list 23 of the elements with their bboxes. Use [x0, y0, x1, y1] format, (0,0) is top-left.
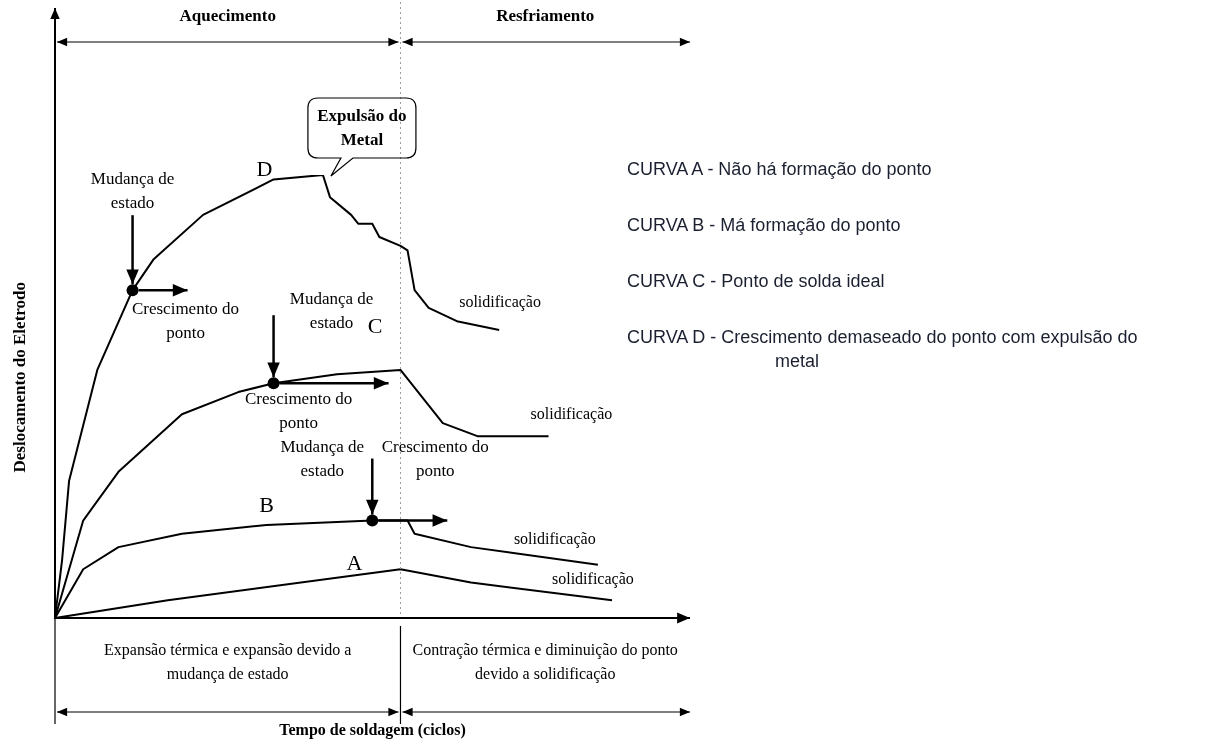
annotation: solidificação: [552, 569, 634, 590]
text: CURVA A - Não há formação do ponto: [627, 158, 933, 182]
text: CURVA D - Crescimento demaseado do ponto com expulsão do metal: [627, 326, 1139, 374]
text: Expansão térmica e expansão devido a mudança de estado: [103, 639, 353, 685]
text: Tempo de soldagem (ciclos): [279, 719, 466, 741]
series-label: D: [256, 156, 273, 182]
annotation: solidificação: [513, 528, 596, 550]
annotation: Crescimento do ponto: [380, 436, 490, 483]
annotation: Mudança de estado: [279, 436, 366, 483]
annotation: Crescimento do ponto: [130, 297, 241, 344]
series-label: B: [259, 491, 274, 517]
annotation: Mudança de estado: [89, 167, 176, 214]
annotation: solidificação: [459, 291, 541, 313]
text: Contração térmica e diminuição do ponto devido a solidificação: [411, 639, 679, 685]
annotation: solidificação: [530, 404, 613, 425]
y-axis-title: Deslocamento do Eletrodo: [9, 281, 30, 472]
text: CURVA B - Má formação do ponto: [627, 214, 902, 238]
annotation: Crescimento do ponto: [243, 387, 354, 434]
text: Aquecimento: [179, 4, 276, 27]
text: Resfriamento: [496, 4, 595, 27]
text: CURVA C - Ponto de solda ideal: [627, 270, 886, 294]
series-label: A: [346, 549, 363, 575]
text: Expulsão do Metal: [316, 104, 408, 151]
